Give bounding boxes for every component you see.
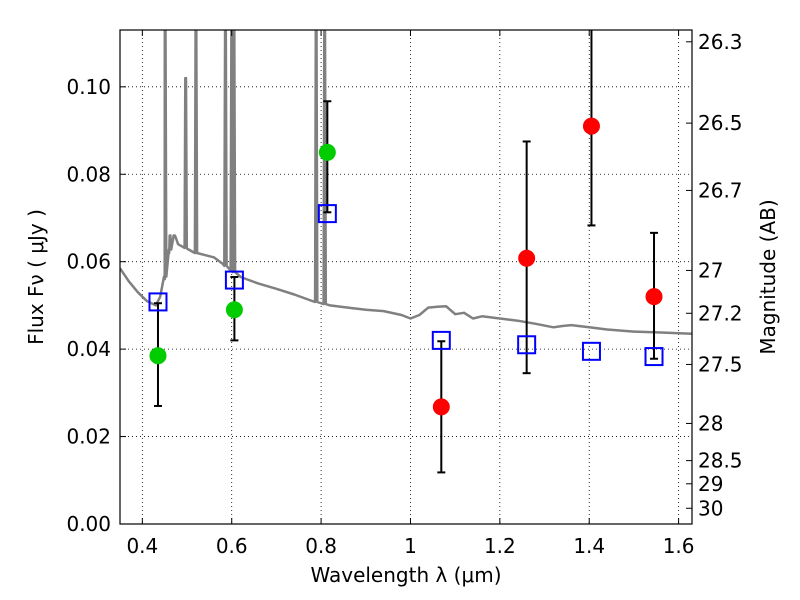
right-tick-label: 28 (698, 411, 723, 435)
right-tick-label: 26.7 (698, 178, 743, 202)
x-tick-label: 0.8 (305, 534, 337, 558)
model-square-point (517, 335, 537, 355)
red-data-point (645, 288, 663, 306)
x-tick-label: 1.4 (573, 534, 605, 558)
model-square-point (581, 341, 601, 361)
model-square-point (148, 292, 168, 312)
plot-frame (119, 29, 693, 525)
y-axis-title: Flux Fν ( μJy ) (24, 209, 48, 345)
model-square-point (317, 204, 337, 224)
right-tick-label: 27.2 (698, 301, 743, 325)
right-tick-label: 26.3 (698, 30, 743, 54)
right-tick-label: 30 (698, 496, 723, 520)
right-axis-title: Magnitude (AB) (756, 199, 780, 354)
x-axis-title: Wavelength λ (μm) (310, 563, 501, 587)
data-marks (148, 30, 664, 474)
green-data-point (149, 347, 167, 365)
model-square-point (644, 347, 664, 367)
y-tick-label: 0.00 (66, 512, 111, 536)
axis-ticks: 0.4 0.6 0.8 1 1.2 1.4 1.6 0.00 0.02 0.04 0.06 0.08 0… (66, 30, 742, 558)
right-tick-label: 27 (698, 258, 723, 282)
y-tick-label: 0.02 (66, 425, 111, 449)
y-tick-label: 0.06 (66, 250, 111, 274)
y-tick-label: 0.04 (66, 337, 111, 361)
right-tick-label: 29 (698, 472, 723, 496)
green-data-point (318, 143, 336, 161)
model-square-point (224, 270, 244, 290)
x-tick-label: 0.4 (126, 534, 158, 558)
spectrum-line (120, 30, 692, 336)
right-tick-label: 27.5 (698, 352, 743, 376)
x-tick-label: 1 (404, 534, 417, 558)
y-tick-label: 0.08 (66, 162, 111, 186)
right-tick-label: 26.5 (698, 111, 743, 135)
red-data-point (582, 117, 600, 135)
x-tick-label: 1.2 (484, 534, 516, 558)
right-tick-label: 28.5 (698, 449, 743, 473)
spectrum-layer (120, 30, 692, 336)
red-data-point (518, 249, 536, 267)
green-data-point (225, 301, 243, 319)
x-tick-label: 1.6 (663, 534, 695, 558)
y-tick-label: 0.10 (66, 75, 111, 99)
x-tick-label: 0.6 (216, 534, 248, 558)
red-data-point (432, 398, 450, 416)
model-square-point (431, 330, 451, 350)
